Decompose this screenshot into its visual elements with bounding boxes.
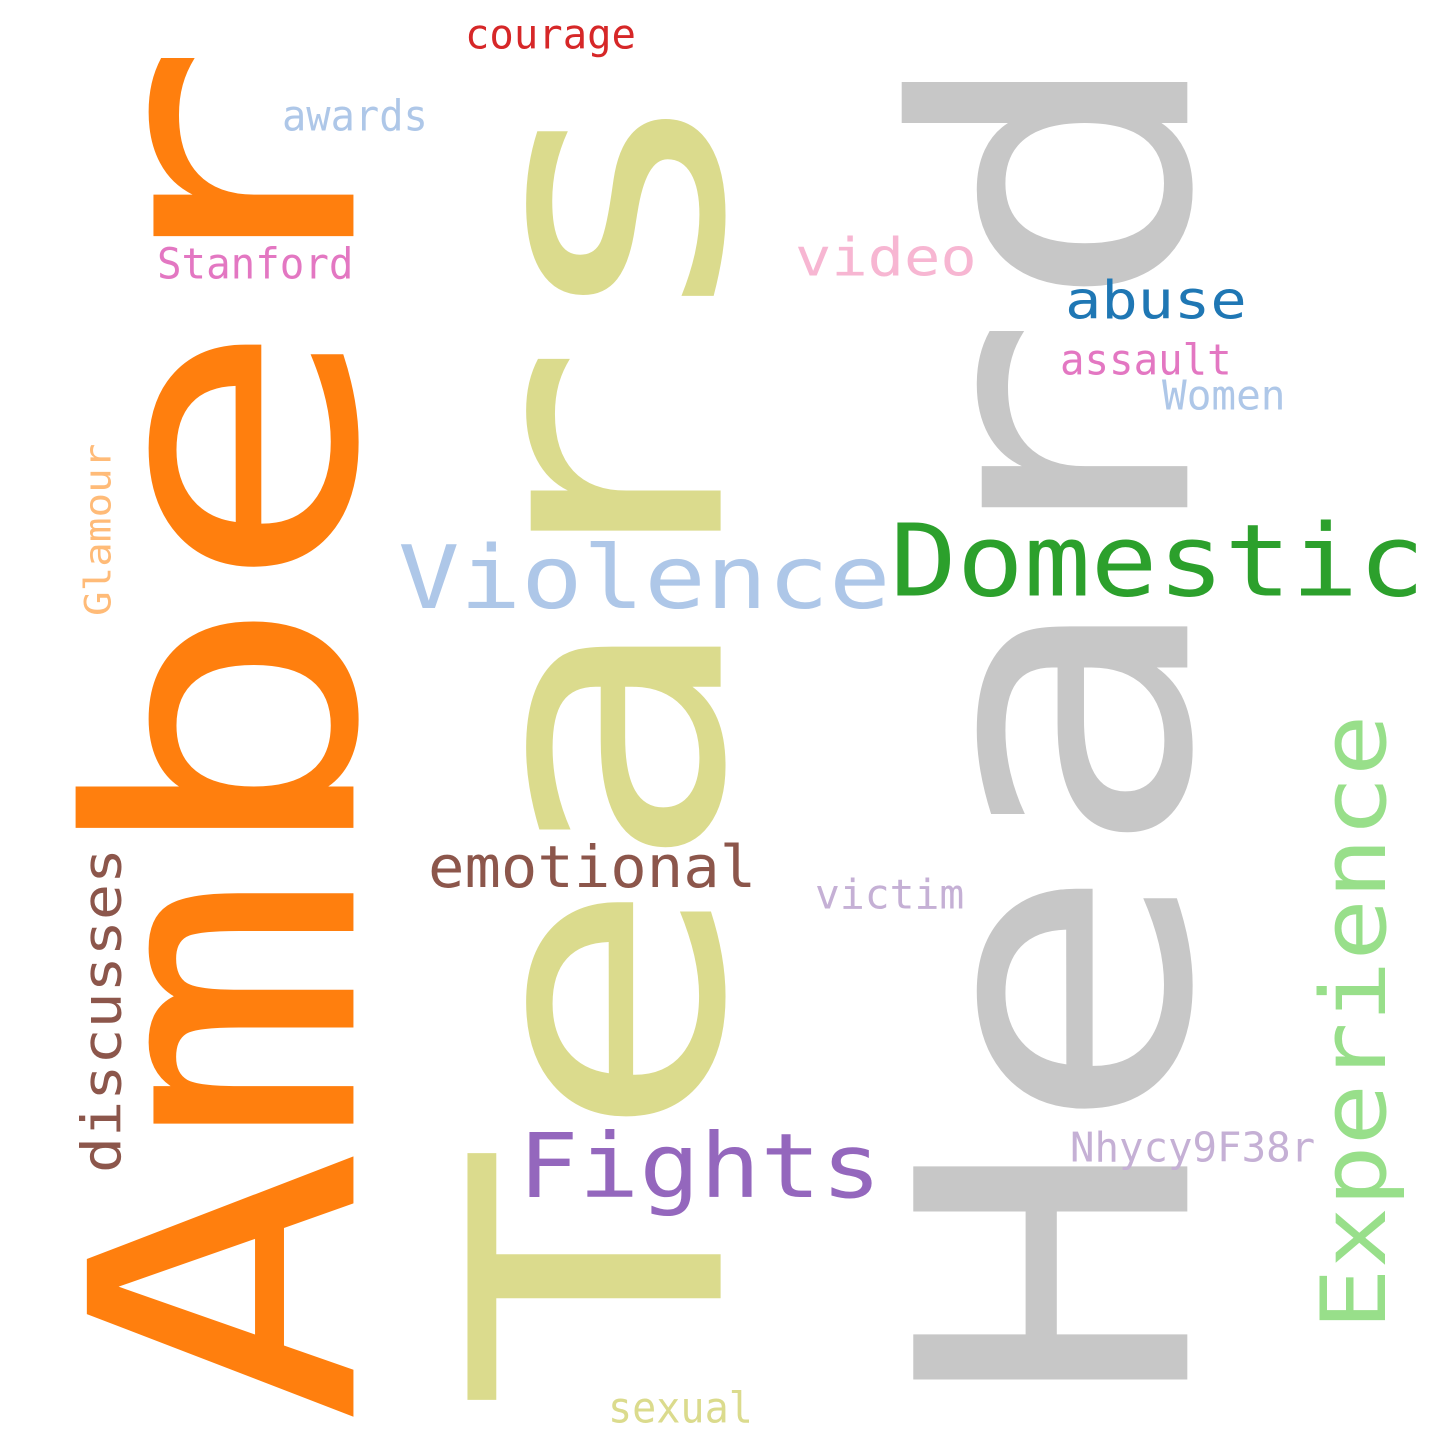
word-glamour: Glamour (76, 443, 120, 616)
word-fights: Fights (518, 1115, 882, 1219)
word-violence: Violence (398, 527, 891, 629)
word-emotional: emotional (428, 834, 757, 902)
word-discusses: discusses (69, 847, 134, 1173)
word-victim: victim (815, 870, 965, 919)
word-abuse: abuse (1065, 270, 1247, 332)
word-women: Women (1162, 371, 1286, 420)
word-courage: courage (465, 10, 636, 59)
word-sexual: sexual (608, 1383, 753, 1434)
word-stanford: Stanford (157, 239, 354, 290)
word-nhycy9f38r: Nhycy9F38r (1070, 1123, 1316, 1172)
word-experience: Experience (1301, 714, 1407, 1330)
word-awards: awards (282, 91, 428, 142)
word-assault: assault (1060, 335, 1232, 386)
word-domestic: Domestic (890, 503, 1426, 620)
word-video: video (795, 227, 977, 289)
